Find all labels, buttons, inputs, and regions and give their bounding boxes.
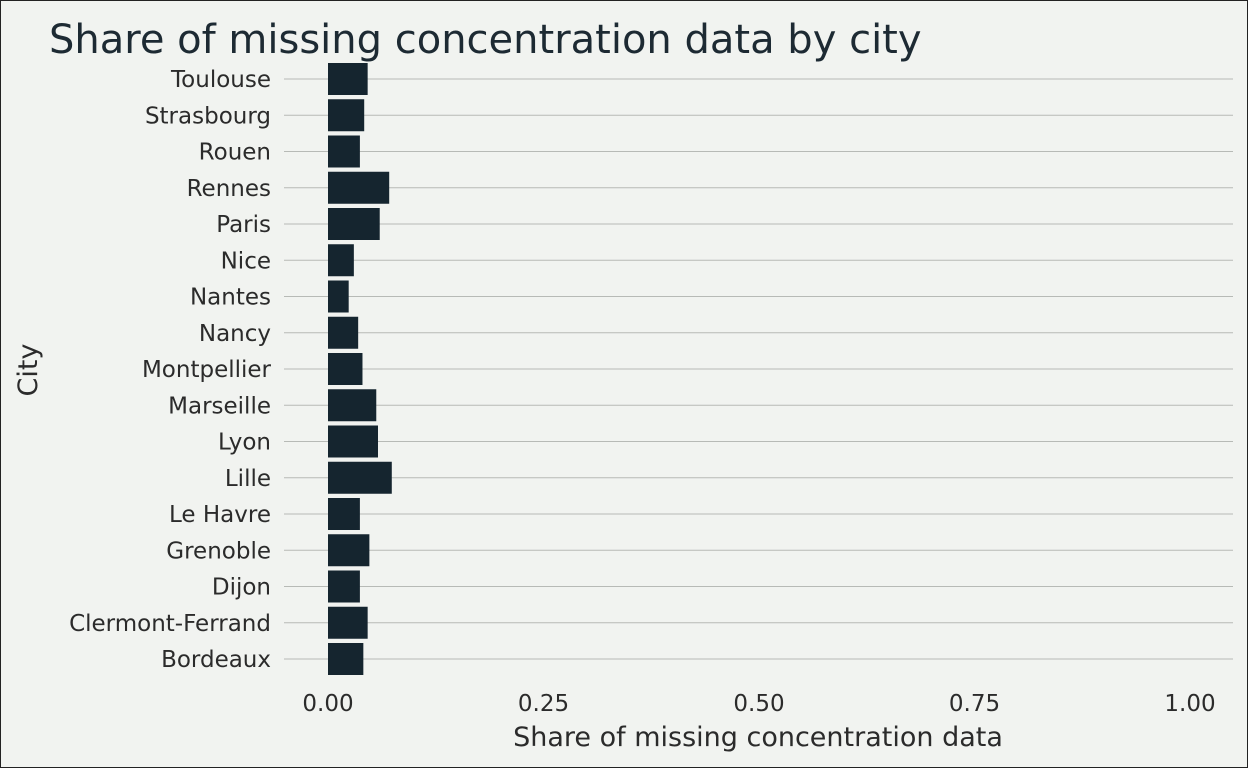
bar-paris: [328, 208, 380, 240]
y-tick-label-lyon: Lyon: [218, 430, 271, 456]
bar-bordeaux: [328, 643, 364, 675]
bar-nancy: [328, 316, 359, 349]
bar-strasbourg: [328, 99, 365, 132]
x-tick-label-2: 0.50: [733, 691, 784, 717]
y-tick-label-nancy: Nancy: [199, 321, 271, 347]
bar-clermont-ferrand: [328, 606, 368, 639]
y-tick-label-nice: Nice: [221, 248, 271, 274]
bar-nantes: [328, 280, 349, 313]
x-axis-label: Share of missing concentration data: [513, 722, 1003, 753]
bars: [328, 63, 392, 675]
x-tick-label-3: 0.75: [949, 691, 1000, 717]
x-tick-labels: 0.00 0.25 0.50 0.75 1.00: [302, 691, 1215, 717]
y-tick-labels: Toulouse Strasbourg Rouen Rennes Paris Nice Na…: [69, 67, 271, 673]
y-tick-label-lille: Lille: [225, 466, 271, 492]
x-tick-label-1: 0.25: [518, 691, 569, 717]
gridlines: [284, 78, 1233, 660]
bar-lyon: [328, 425, 378, 458]
y-tick-label-strasbourg: Strasbourg: [145, 103, 271, 129]
bar-lille: [328, 461, 392, 494]
y-tick-label-grenoble: Grenoble: [166, 538, 271, 564]
y-axis-label: City: [13, 344, 44, 397]
y-tick-label-paris: Paris: [216, 212, 271, 238]
bar-rennes: [328, 171, 390, 204]
bar-marseille: [328, 389, 377, 422]
y-tick-label-nantes: Nantes: [190, 285, 271, 311]
y-tick-label-rennes: Rennes: [187, 176, 271, 202]
y-tick-label-marseille: Marseille: [168, 393, 271, 419]
bar-toulouse: [328, 63, 368, 95]
y-tick-label-dijon: Dijon: [212, 575, 271, 601]
y-tick-label-clermont-ferrand: Clermont-Ferrand: [69, 611, 271, 637]
bar-dijon: [328, 570, 360, 603]
bar-nice: [328, 244, 354, 277]
chart-title: Share of missing concentration data by c…: [49, 17, 922, 63]
y-tick-label-bordeaux: Bordeaux: [161, 647, 271, 673]
y-tick-label-rouen: Rouen: [199, 140, 271, 166]
x-tick-label-4: 1.00: [1164, 691, 1215, 717]
y-tick-label-toulouse: Toulouse: [170, 67, 271, 93]
y-tick-label-le-havre: Le Havre: [169, 502, 271, 528]
bar-rouen: [328, 135, 360, 168]
bar-grenoble: [328, 534, 370, 567]
bar-montpellier: [328, 353, 363, 385]
y-tick-label-montpellier: Montpellier: [142, 357, 272, 383]
x-tick-label-0: 0.00: [302, 691, 353, 717]
bar-le-havre: [328, 498, 360, 530]
